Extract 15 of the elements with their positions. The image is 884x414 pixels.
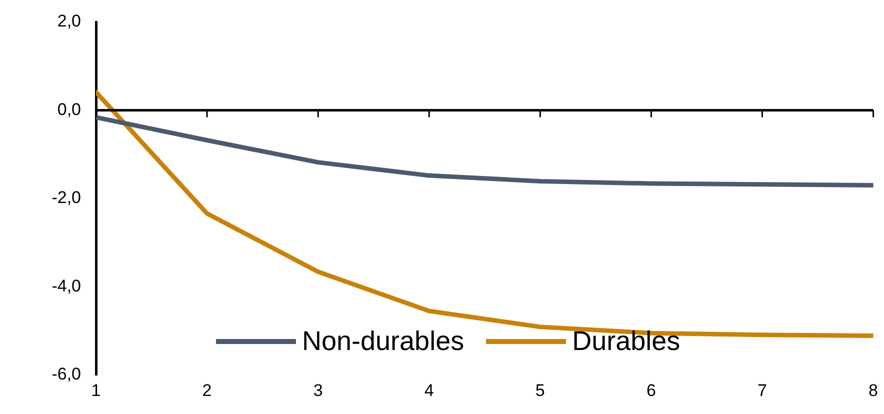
x-tick-label: 2 <box>202 380 212 400</box>
x-tick-label: 6 <box>646 380 656 400</box>
x-tick-label: 1 <box>91 380 101 400</box>
x-tick-label: 4 <box>424 380 434 400</box>
y-tick-label: 0,0 <box>57 100 81 119</box>
y-tick-label: 2,0 <box>57 12 81 31</box>
x-tick-label: 3 <box>313 380 323 400</box>
y-tick-label: -6,0 <box>52 364 81 384</box>
legend-label: Durables <box>572 326 680 357</box>
x-tick-label: 8 <box>868 380 878 400</box>
x-tick-label: 5 <box>535 380 545 400</box>
legend-label: Non-durables <box>302 326 464 357</box>
y-tick-label: -2,0 <box>52 188 81 208</box>
y-tick-label: -4,0 <box>52 276 81 296</box>
x-tick-label: 7 <box>758 380 767 400</box>
